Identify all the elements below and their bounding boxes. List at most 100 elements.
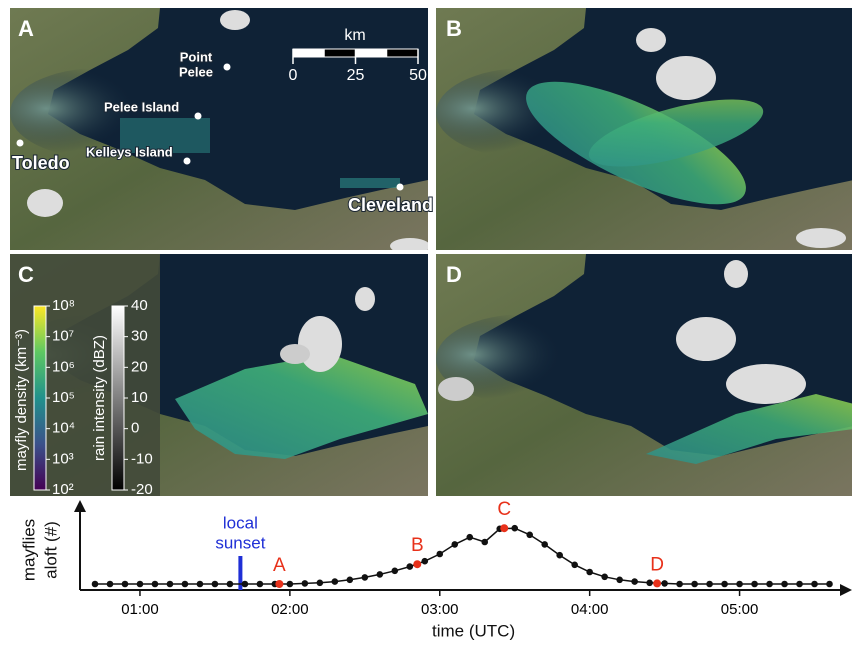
annotation-point xyxy=(500,524,508,532)
x-tick-label: 03:00 xyxy=(421,601,459,618)
colorbar-label: 10³ xyxy=(52,450,74,467)
panel-a xyxy=(10,8,430,254)
data-point xyxy=(676,581,683,588)
data-point xyxy=(616,577,623,584)
colorbar-title: mayfly density (km⁻³) xyxy=(13,329,30,471)
data-point xyxy=(391,568,398,575)
data-point xyxy=(631,578,638,585)
scale-segment xyxy=(324,49,355,57)
data-point xyxy=(332,578,339,585)
data-point xyxy=(377,571,384,578)
time-series: time (UTC) mayflies aloft (#) xyxy=(19,500,852,640)
data-point xyxy=(302,580,309,587)
colorbar-label: 10² xyxy=(52,481,74,498)
annotation-label: C xyxy=(497,499,511,520)
panel-letter: A xyxy=(18,16,34,41)
data-point xyxy=(451,541,458,548)
data-point xyxy=(197,581,204,588)
data-point xyxy=(122,581,129,588)
data-point xyxy=(706,581,713,588)
colorbar-label: 10⁴ xyxy=(52,420,75,437)
series-line xyxy=(95,528,830,584)
data-point xyxy=(646,580,653,587)
panel-d xyxy=(436,254,852,496)
data-point xyxy=(421,558,428,565)
colorbar-label: -10 xyxy=(131,450,153,467)
colorbar-title: rain intensity (dBZ) xyxy=(91,335,108,461)
scale-label: 0 xyxy=(289,67,298,84)
panel-letter: B xyxy=(446,16,462,41)
data-point xyxy=(242,581,249,588)
data-point xyxy=(526,532,533,539)
data-point xyxy=(107,581,114,588)
data-point xyxy=(287,581,294,588)
scale-segment xyxy=(293,49,324,57)
data-point xyxy=(571,562,578,569)
annotation-label: B xyxy=(411,535,424,556)
panel-letter: C xyxy=(18,262,34,287)
data-point xyxy=(152,581,159,588)
data-point xyxy=(556,552,563,559)
panel-b xyxy=(436,8,852,250)
data-point xyxy=(781,581,788,588)
scale-unit: km xyxy=(344,27,365,44)
x-tick-label: 02:00 xyxy=(271,601,309,618)
colorbar-label: 30 xyxy=(131,328,148,345)
data-point xyxy=(362,574,369,581)
colorbar-label: 40 xyxy=(131,297,148,314)
data-point xyxy=(541,541,548,548)
scale-label: 25 xyxy=(347,67,365,84)
data-point xyxy=(466,534,473,541)
place-label: Cleveland xyxy=(348,195,433,215)
colorbar-label: 20 xyxy=(131,358,148,375)
colorbar-label: 0 xyxy=(131,420,139,437)
y-axis-title: aloft (#) xyxy=(41,521,60,579)
colorbar-label: -20 xyxy=(131,481,153,498)
data-point xyxy=(511,525,518,532)
place-label: Kelleys Island xyxy=(86,144,173,159)
annotation-label: A xyxy=(273,555,286,576)
data-point xyxy=(601,574,608,581)
data-point xyxy=(481,539,488,546)
data-point xyxy=(406,563,413,570)
data-point xyxy=(721,581,728,588)
colorbar-label: 10⁶ xyxy=(52,358,75,375)
place-label: Pelee xyxy=(179,64,213,79)
colorbar-label: 10⁸ xyxy=(52,297,75,314)
data-point xyxy=(736,581,743,588)
data-point xyxy=(691,581,698,588)
annotation-point xyxy=(275,580,283,588)
figure: A B C D Point Pelee Pelee Island Kelleys… xyxy=(0,0,852,646)
x-tick-label: 05:00 xyxy=(721,601,759,618)
data-point xyxy=(347,577,354,584)
data-point xyxy=(212,581,219,588)
scale-segment xyxy=(356,49,387,57)
data-point xyxy=(227,581,234,588)
annotation-label: D xyxy=(650,554,664,575)
data-point xyxy=(317,580,324,587)
data-point xyxy=(826,581,833,588)
data-point xyxy=(586,569,593,576)
data-point xyxy=(796,581,803,588)
x-axis-title: time (UTC) xyxy=(432,621,515,640)
y-axis-title: mayflies xyxy=(19,519,38,581)
data-point xyxy=(751,581,758,588)
annotation-point xyxy=(653,579,661,587)
colorbar-label: 10 xyxy=(131,389,148,406)
sunset-label: local xyxy=(223,513,258,532)
data-point xyxy=(766,581,773,588)
x-tick-label: 01:00 xyxy=(121,601,159,618)
data-point xyxy=(137,581,144,588)
data-point xyxy=(661,580,668,587)
panel-letter: D xyxy=(446,262,462,287)
place-label: Point xyxy=(180,49,213,64)
colorbar-label: 10⁷ xyxy=(52,328,74,345)
x-tick-label: 04:00 xyxy=(571,601,609,618)
scale-segment xyxy=(387,49,418,57)
data-point xyxy=(92,581,99,588)
annotation-point xyxy=(413,560,421,568)
data-point xyxy=(436,551,443,558)
place-label: Pelee Island xyxy=(104,99,179,114)
place-label: Toledo xyxy=(12,153,70,173)
data-point xyxy=(257,581,264,588)
